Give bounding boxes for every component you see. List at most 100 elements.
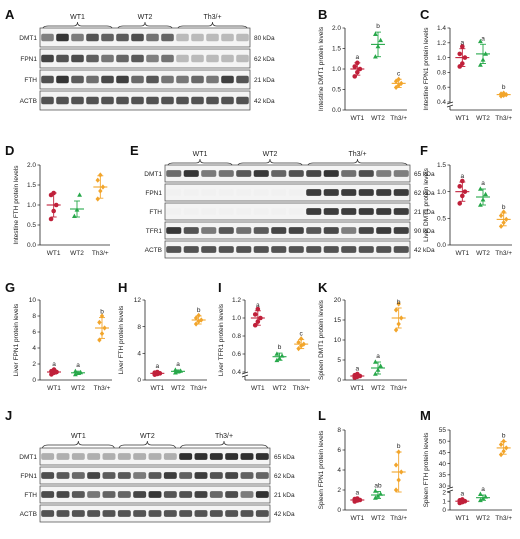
blot-band (166, 227, 182, 234)
blot-band (255, 491, 269, 498)
x-tick-label: Th3/+ (495, 250, 512, 257)
y-tick-label: 0.5 (437, 216, 446, 223)
protein-label: FPN1 (20, 473, 37, 480)
y-tick-label: 30 (439, 483, 447, 490)
data-point (460, 178, 465, 184)
blot-group-label: WT1 (193, 151, 208, 158)
data-point (102, 325, 107, 331)
blot-band (71, 453, 85, 460)
blot-band (183, 189, 199, 196)
blot-strip (164, 183, 411, 202)
blot-band (71, 75, 84, 84)
axis-break-gap (447, 487, 453, 492)
y-tick-label: 40 (439, 461, 447, 468)
data-point (193, 315, 199, 321)
blot-band (41, 453, 55, 460)
data-point (457, 184, 463, 189)
blot-band (183, 227, 199, 234)
blot-band (41, 33, 54, 42)
blot-band (201, 170, 217, 177)
blot-band (146, 75, 159, 84)
kda-label: 42 kDa (254, 98, 275, 105)
y-tick-label: 4 (337, 467, 341, 474)
y-tick-label: 1.0 (27, 202, 36, 209)
data-point (97, 337, 102, 343)
data-point (460, 44, 465, 49)
group-brace (41, 440, 116, 451)
significance-letter: b (100, 309, 104, 316)
blot-band (236, 189, 252, 196)
data-point (396, 76, 401, 82)
data-point (501, 209, 506, 215)
blot-band (102, 510, 116, 517)
blot-band (341, 208, 357, 215)
blot-band (225, 510, 239, 517)
y-tick-label: 15 (334, 317, 342, 324)
blot-band (148, 453, 162, 460)
blot-band (163, 453, 177, 460)
y-tick-label: 1.2 (437, 40, 446, 47)
blot-band (288, 189, 304, 196)
y-tick-label: 0.4 (232, 369, 241, 376)
blot-band (236, 96, 249, 105)
blot-band (148, 491, 162, 498)
x-tick-label: WT2 (273, 385, 287, 392)
blot-band (183, 208, 199, 215)
data-point (373, 495, 378, 500)
blot-band (323, 208, 339, 215)
y-tick-label: 55 (439, 427, 447, 434)
blot-band (166, 189, 182, 196)
blot-band (166, 208, 182, 215)
data-point (480, 57, 486, 62)
panel-letter-b: B (318, 7, 327, 22)
blot-strip (39, 27, 251, 48)
blot-band (148, 510, 162, 517)
blot-strip (39, 69, 251, 90)
data-point (375, 493, 381, 498)
blot-band (209, 491, 223, 498)
protein-label: ACTB (145, 247, 162, 254)
blot-band (236, 208, 252, 215)
data-point (252, 322, 258, 328)
significance-letter: a (481, 35, 485, 42)
data-point (199, 317, 204, 323)
data-point (483, 494, 488, 499)
y-tick-label: 1 (442, 498, 446, 505)
data-point (478, 186, 483, 191)
y-axis-label: Liver TFR1 protein levels (218, 303, 225, 376)
blot-group-label: WT2 (140, 433, 155, 440)
blot-strip (39, 90, 251, 111)
significance-letter: a (481, 486, 485, 493)
x-tick-label: WT1 (350, 385, 364, 392)
group-brace (236, 158, 304, 169)
x-tick-label: Th3/+ (190, 385, 207, 392)
y-tick-label: 0.0 (332, 107, 341, 114)
data-point (478, 62, 483, 67)
blot-group-label: WT2 (138, 14, 153, 21)
data-point (460, 497, 465, 502)
blot-band (221, 96, 234, 105)
blot-band (206, 96, 219, 105)
kda-label: 21 kDa (254, 77, 275, 84)
blot-band (206, 75, 219, 84)
blot-band (161, 75, 174, 84)
data-point (478, 497, 483, 503)
x-tick-label: Th3/+ (390, 385, 407, 392)
data-point (460, 193, 465, 199)
blot-band (102, 491, 116, 498)
dot-plot-b: 0.0 0.5 1.0 1.5 2.0 Intestine DMT1 protein le… (318, 23, 407, 122)
data-point (396, 477, 401, 483)
blot-strip (164, 164, 411, 183)
panel-letter-j: J (5, 408, 12, 423)
blot-band (101, 54, 114, 63)
y-tick-label: 6 (32, 329, 36, 336)
blot-band (163, 472, 177, 479)
blot-band (253, 170, 269, 177)
protein-label: ACTB (20, 511, 37, 518)
blot-band (71, 510, 85, 517)
blot-band (117, 472, 131, 479)
data-point (393, 487, 399, 493)
blot-band (341, 227, 357, 234)
data-point (478, 38, 483, 44)
